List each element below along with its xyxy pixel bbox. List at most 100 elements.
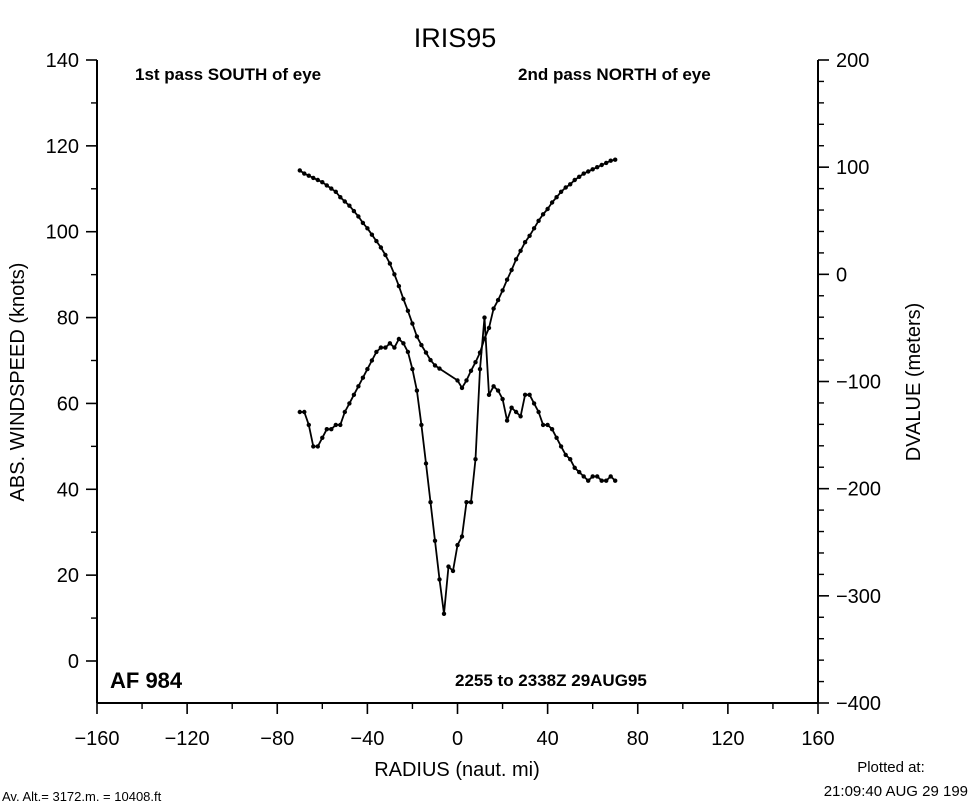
windspeed-series-point xyxy=(531,401,537,406)
dvalue-series-point xyxy=(468,368,474,373)
y2-tick-label: −400 xyxy=(836,693,881,715)
y2-tick-label: −100 xyxy=(836,372,881,394)
windspeed-series-point xyxy=(554,435,559,440)
dvalue-series-point xyxy=(581,171,586,176)
y-tick-label: 60 xyxy=(57,393,79,415)
flight-annotation: AF 984 xyxy=(110,668,183,693)
windspeed-series-point xyxy=(468,500,474,505)
y2-tick-label: 0 xyxy=(836,264,847,286)
dvalue-series-point xyxy=(536,218,541,223)
dvalue-series-point xyxy=(401,296,406,302)
x-tick-label: −40 xyxy=(350,728,384,750)
altitude-footer: Av. Alt.= 3172.m. = 10408.ft xyxy=(2,789,162,804)
windspeed-series-point xyxy=(396,336,402,342)
dvalue-series-point xyxy=(491,306,496,311)
windspeed-series-point xyxy=(320,435,325,440)
x-tick-label: −160 xyxy=(74,728,119,750)
windspeed-series-point xyxy=(527,392,532,397)
dvalue-series-point xyxy=(608,158,613,163)
plotted-time: 21:09:40 AUG 29 199 xyxy=(824,783,968,800)
dvalue-series-point xyxy=(428,357,433,363)
dvalue-series-point xyxy=(410,321,415,326)
dvalue-series-point xyxy=(324,183,329,188)
windspeed-series-point xyxy=(347,401,352,406)
dvalue-series-point xyxy=(302,171,307,176)
dvalue-series-point xyxy=(396,283,402,289)
windspeed-series-point xyxy=(568,457,573,462)
windspeed-series-point xyxy=(428,500,433,505)
windspeed-series-point xyxy=(486,392,492,397)
windspeed-series-point xyxy=(302,409,307,415)
windspeed-series-point xyxy=(549,427,555,432)
windspeed-series-point xyxy=(509,405,514,410)
dvalue-series-point xyxy=(504,277,510,282)
dvalue-series-point xyxy=(378,245,384,250)
y2-axis-label: DVALUE (meters) xyxy=(903,303,925,462)
windspeed-series-point xyxy=(405,349,411,355)
dvalue-series-point xyxy=(563,185,568,190)
windspeed-series-point xyxy=(329,427,334,432)
windspeed-series-point xyxy=(473,457,478,462)
windspeed-series-point xyxy=(401,341,406,346)
dvalue-series-point xyxy=(482,336,487,341)
dvalue-series-point xyxy=(586,169,591,174)
windspeed-series-point xyxy=(360,375,366,380)
dvalue-series-point xyxy=(568,182,573,187)
dvalue-series-point xyxy=(329,186,334,191)
windspeed-series-point xyxy=(513,409,519,415)
y-axis-label: ABS. WINDSPEED (knots) xyxy=(7,263,29,502)
y-tick-label: 140 xyxy=(46,50,79,72)
dvalue-series-point xyxy=(500,288,505,293)
windspeed-series-point xyxy=(590,474,595,479)
pass1-annotation: 1st pass SOUTH of eye xyxy=(135,65,321,84)
dvalue-series-point xyxy=(540,212,546,217)
axis-ticks: −160 −120 −80 −40 0 40 80 120 160020406080100120… xyxy=(46,50,881,750)
dvalue-series-point xyxy=(459,385,465,391)
dvalue-series-line xyxy=(299,158,616,389)
windspeed-series-point xyxy=(338,422,343,428)
dvalue-series-point xyxy=(320,180,325,185)
dvalue-series-point xyxy=(531,226,537,231)
windspeed-series-point xyxy=(459,534,465,539)
dvalue-series-point xyxy=(333,189,338,194)
y-tick-label: 120 xyxy=(46,136,79,158)
windspeed-series-point xyxy=(482,315,487,320)
pass2-annotation: 2nd pass NORTH of eye xyxy=(518,65,711,84)
windspeed-series-point xyxy=(392,345,397,350)
y2-tick-label: 200 xyxy=(836,50,869,72)
windspeed-series-point xyxy=(495,388,501,393)
y2-tick-label: −200 xyxy=(836,479,881,501)
windspeed-series-point xyxy=(324,427,329,432)
windspeed-series-point xyxy=(586,478,591,483)
dvalue-series-point xyxy=(356,214,361,219)
windspeed-series-point xyxy=(383,345,388,350)
windspeed-series-point xyxy=(311,444,316,449)
windspeed-series-point xyxy=(518,414,523,419)
windspeed-series-point xyxy=(306,422,311,428)
x-tick-label: 120 xyxy=(711,728,744,750)
dvalue-series-point xyxy=(297,168,302,173)
windspeed-series-point xyxy=(437,577,442,582)
plot-area xyxy=(297,157,618,616)
dvalue-series-point xyxy=(527,233,532,238)
windspeed-series-point xyxy=(545,422,550,428)
windspeed-series-point xyxy=(365,366,370,372)
dvalue-series-point xyxy=(369,232,375,237)
windspeed-series-point xyxy=(450,568,456,574)
windspeed-series-point xyxy=(536,409,541,415)
y-tick-label: 0 xyxy=(68,651,79,673)
windspeed-series-point xyxy=(387,341,393,346)
time-range-annotation: 2255 to 2338Z 29AUG95 xyxy=(455,671,647,690)
y-tick-label: 80 xyxy=(57,308,79,330)
y-tick-label: 100 xyxy=(46,222,79,244)
y2-tick-label: 100 xyxy=(836,157,869,179)
windspeed-series-point xyxy=(563,452,568,458)
windspeed-series-point xyxy=(414,388,420,393)
dvalue-series-point xyxy=(513,257,519,262)
dvalue-series-point xyxy=(342,199,347,204)
dvalue-series-point xyxy=(360,220,366,226)
plotted-label: Plotted at: xyxy=(857,759,925,776)
dvalue-series-point xyxy=(437,366,442,371)
windspeed-series-point xyxy=(441,611,447,616)
dvalue-series-point xyxy=(311,175,316,181)
